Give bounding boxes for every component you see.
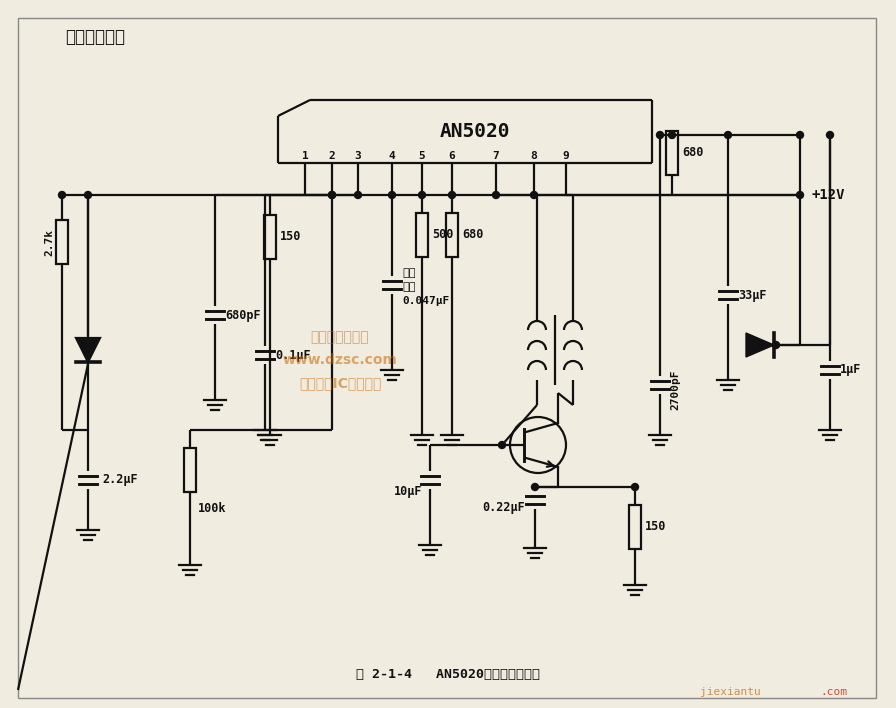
Text: 0.047μF: 0.047μF <box>402 296 449 306</box>
Text: 典型应用电路: 典型应用电路 <box>65 28 125 46</box>
Bar <box>264 215 276 259</box>
Text: 缝库电子市场网
www.dzsc.com
全球最大IC采购网站: 缝库电子市场网 www.dzsc.com 全球最大IC采购网站 <box>282 330 398 390</box>
Circle shape <box>84 191 91 198</box>
Circle shape <box>725 132 731 139</box>
Text: jiexiantu: jiexiantu <box>700 687 761 697</box>
Polygon shape <box>746 333 774 357</box>
Circle shape <box>826 132 833 139</box>
Text: 2700pF: 2700pF <box>670 370 680 410</box>
Text: 680: 680 <box>682 147 703 159</box>
Circle shape <box>493 191 499 198</box>
Circle shape <box>531 484 538 491</box>
Circle shape <box>797 191 804 198</box>
Text: 680: 680 <box>462 229 483 241</box>
Text: 10μF: 10μF <box>393 486 422 498</box>
Circle shape <box>58 191 65 198</box>
Text: 0.22μF: 0.22μF <box>482 501 525 515</box>
Text: 150: 150 <box>280 231 301 244</box>
Text: 4: 4 <box>389 151 395 161</box>
Text: 0.1μF: 0.1μF <box>275 348 311 362</box>
Text: 7: 7 <box>493 151 499 161</box>
Text: 5: 5 <box>418 151 426 161</box>
Circle shape <box>355 191 361 198</box>
Text: +12V: +12V <box>812 188 846 202</box>
Text: 100k: 100k <box>198 501 227 515</box>
Bar <box>666 131 678 175</box>
Circle shape <box>449 191 455 198</box>
Circle shape <box>329 191 335 198</box>
Text: 2.2μF: 2.2μF <box>102 474 138 486</box>
Text: 1μF: 1μF <box>840 363 861 377</box>
Circle shape <box>418 191 426 198</box>
Circle shape <box>668 132 676 139</box>
Bar <box>56 220 68 264</box>
Circle shape <box>389 191 395 198</box>
Circle shape <box>797 132 804 139</box>
Text: 9: 9 <box>563 151 569 161</box>
Bar <box>416 213 428 257</box>
Text: 680pF: 680pF <box>225 309 261 321</box>
Text: 2: 2 <box>329 151 335 161</box>
Bar <box>629 505 641 549</box>
Text: AN5020: AN5020 <box>440 122 510 141</box>
Circle shape <box>498 442 505 448</box>
Circle shape <box>772 341 780 348</box>
Text: 33μF: 33μF <box>738 288 766 302</box>
Text: 3: 3 <box>355 151 361 161</box>
Text: 500: 500 <box>432 229 453 241</box>
Text: 8: 8 <box>530 151 538 161</box>
Circle shape <box>530 191 538 198</box>
Text: 1: 1 <box>302 151 308 161</box>
Circle shape <box>657 132 664 139</box>
Text: 150: 150 <box>645 520 667 534</box>
Polygon shape <box>76 338 100 362</box>
Text: 图 2-1-4   AN5020典型应用电路图: 图 2-1-4 AN5020典型应用电路图 <box>356 668 540 682</box>
Text: 6: 6 <box>449 151 455 161</box>
Circle shape <box>329 191 335 198</box>
Bar <box>446 213 458 257</box>
Circle shape <box>632 484 639 491</box>
Text: 脉冲: 脉冲 <box>402 282 416 292</box>
Text: 输出: 输出 <box>402 268 416 278</box>
Bar <box>184 448 196 492</box>
Text: .com: .com <box>820 687 847 697</box>
Text: 2.7k: 2.7k <box>44 229 54 256</box>
